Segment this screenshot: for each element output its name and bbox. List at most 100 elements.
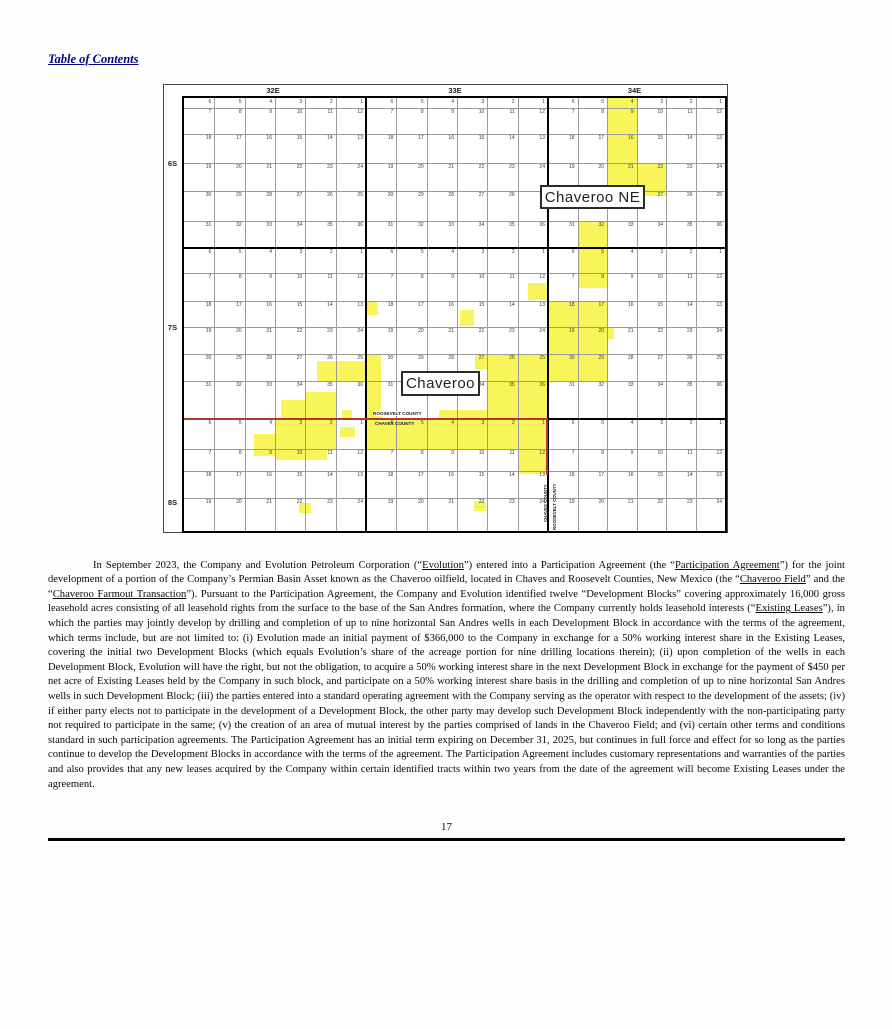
section-number: 15	[657, 302, 663, 308]
section-number: 35	[686, 382, 693, 388]
section-number: 10	[478, 450, 485, 456]
section-grid-line	[184, 134, 725, 135]
section-grid-line	[335, 98, 337, 531]
leased-section-highlight	[275, 449, 327, 460]
section-number: 18	[387, 302, 394, 308]
leased-section-highlight	[460, 310, 474, 326]
section-number: 24	[716, 164, 722, 170]
paragraph-text: ”) entered into a Participation Agreemen…	[463, 559, 675, 571]
section-number: 20	[418, 499, 424, 505]
section-number: 6	[208, 99, 212, 105]
section-grid-line	[275, 98, 276, 531]
section-number: 12	[357, 274, 363, 280]
section-number: 9	[269, 274, 272, 280]
section-number: 30	[387, 192, 394, 198]
section-number: 11	[509, 450, 515, 456]
section-number: 33	[627, 382, 634, 388]
paragraph-text: ”). Pursuant to the Participation Agreem…	[48, 588, 845, 615]
section-number: 11	[687, 274, 693, 280]
section-grid-line	[184, 221, 725, 222]
section-number: 6	[571, 420, 575, 426]
table-of-contents-link[interactable]: Table of Contents	[48, 52, 139, 66]
section-number: 18	[205, 135, 212, 141]
paragraph-text: In September 2023, the Company and Evolu…	[93, 559, 423, 571]
section-number: 3	[481, 249, 485, 255]
section-number: 7	[390, 109, 394, 115]
section-number: 14	[686, 135, 693, 141]
section-number: 30	[205, 192, 212, 198]
section-number: 22	[478, 164, 485, 170]
section-number: 7	[571, 450, 575, 456]
township-boundary-line	[184, 247, 725, 249]
range-label-34E: 34E	[627, 86, 642, 95]
section-number: 30	[387, 355, 394, 361]
section-number: 11	[509, 109, 515, 115]
section-number: 31	[568, 382, 575, 388]
section-number: 11	[509, 274, 515, 280]
section-number: 8	[601, 450, 604, 456]
section-number: 6	[208, 249, 212, 255]
section-number: 8	[420, 109, 424, 115]
section-number: 8	[601, 274, 604, 280]
section-number: 8	[238, 109, 242, 115]
section-number: 31	[387, 222, 394, 228]
section-number: 12	[357, 109, 363, 115]
section-number: 20	[418, 164, 424, 170]
section-number: 2	[329, 249, 333, 255]
section-number: 5	[238, 249, 242, 255]
section-number: 9	[630, 450, 634, 456]
paragraph-text: ”), in which the parties may jointly dev…	[48, 603, 845, 790]
section-number: 22	[657, 164, 663, 170]
section-grid-line	[184, 449, 725, 450]
section-number: 21	[266, 164, 272, 170]
section-number: 16	[627, 472, 634, 478]
section-number: 27	[478, 355, 485, 361]
section-number: 21	[627, 164, 634, 170]
section-grid-line	[487, 98, 489, 531]
county-boundary-line	[184, 418, 548, 420]
section-number: 5	[420, 420, 424, 426]
section-number: 23	[686, 164, 693, 170]
section-number: 7	[390, 450, 394, 456]
section-number: 3	[481, 420, 485, 426]
chaveroo-label: Chaveroo	[401, 371, 480, 396]
section-number: 17	[418, 302, 424, 308]
section-number: 19	[205, 164, 212, 170]
section-number: 33	[627, 222, 634, 228]
section-number: 25	[357, 355, 363, 361]
section-number: 12	[716, 274, 722, 280]
section-number: 23	[327, 499, 333, 505]
section-number: 2	[511, 99, 515, 105]
section-number: 16	[627, 302, 634, 308]
section-number: 19	[387, 328, 394, 334]
section-grid-line	[184, 301, 725, 302]
section-number: 15	[478, 472, 485, 478]
section-number: 12	[539, 274, 545, 280]
chaveroo-ne-label: Chaveroo NE	[540, 185, 645, 209]
section-number: 29	[418, 192, 424, 198]
section-number: 34	[657, 222, 663, 228]
section-number: 17	[418, 472, 424, 478]
section-number: 20	[236, 328, 242, 334]
section-number: 21	[627, 499, 634, 505]
section-number: 29	[236, 355, 242, 361]
section-grid-line	[577, 98, 579, 531]
section-number: 3	[299, 99, 303, 105]
section-number: 35	[509, 222, 515, 228]
section-number: 1	[360, 420, 363, 426]
township-label-8S: 8S	[167, 498, 178, 507]
paragraph-text: ”) for the joint development of a portio…	[48, 559, 845, 586]
section-number: 30	[568, 355, 575, 361]
section-number: 22	[478, 328, 485, 334]
section-number: 17	[236, 302, 242, 308]
section-number: 4	[451, 99, 454, 105]
section-number: 36	[357, 222, 363, 228]
section-number: 21	[448, 499, 454, 505]
section-number: 14	[509, 302, 515, 308]
leased-section-highlight	[607, 98, 637, 191]
section-grid-line	[214, 98, 216, 531]
section-number: 10	[296, 450, 303, 456]
section-number: 4	[269, 249, 272, 255]
section-number: 1	[719, 249, 722, 255]
